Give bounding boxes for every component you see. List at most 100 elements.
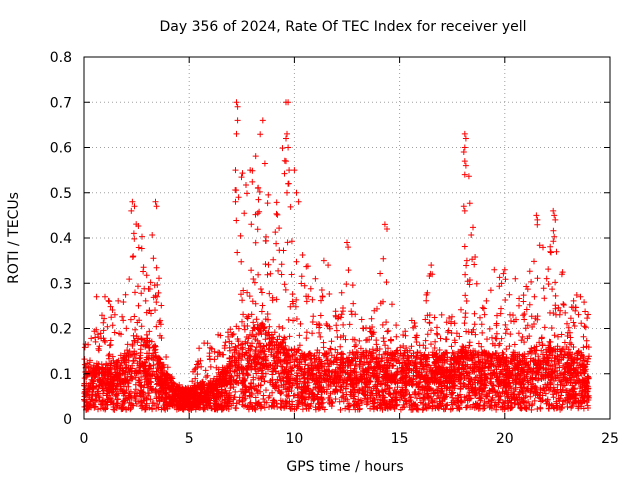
- data-point: [249, 178, 256, 185]
- data-point: [463, 298, 470, 304]
- data-point: [465, 375, 472, 382]
- data-point: [138, 323, 145, 330]
- data-point: [382, 381, 389, 388]
- data-point: [140, 268, 147, 275]
- data-point: [338, 362, 344, 369]
- data-point: [317, 312, 324, 319]
- data-point: [196, 345, 203, 352]
- data-point: [241, 210, 248, 217]
- data-point: [551, 332, 558, 339]
- data-point: [337, 365, 344, 372]
- data-point: [393, 333, 400, 340]
- data-point: [526, 333, 533, 340]
- data-point: [432, 338, 439, 345]
- data-point: [295, 392, 302, 399]
- data-point: [156, 275, 162, 282]
- data-point: [328, 338, 335, 345]
- data-point: [479, 304, 486, 311]
- data-point: [278, 363, 285, 370]
- data-point: [422, 316, 429, 323]
- data-point: [154, 401, 161, 408]
- data-point: [416, 342, 423, 349]
- data-point: [130, 230, 137, 237]
- data-point: [234, 249, 241, 256]
- data-point: [428, 327, 434, 334]
- data-point: [340, 332, 347, 339]
- data-point: [400, 343, 407, 349]
- data-point: [471, 321, 478, 328]
- data-point: [105, 297, 112, 304]
- data-point: [214, 353, 221, 360]
- data-point: [371, 307, 378, 314]
- data-point: [266, 392, 273, 399]
- data-point: [147, 279, 154, 286]
- data-point: [383, 279, 390, 286]
- data-point: [239, 386, 246, 393]
- data-point: [434, 331, 441, 338]
- data-point: [287, 303, 294, 310]
- data-point: [147, 396, 154, 403]
- data-point: [229, 353, 236, 360]
- data-point: [130, 253, 137, 260]
- data-point: [84, 360, 91, 367]
- data-point: [551, 233, 558, 240]
- data-point: [120, 317, 127, 324]
- data-point: [547, 248, 554, 255]
- data-point: [528, 278, 535, 285]
- data-point: [318, 287, 325, 293]
- data-point: [493, 335, 500, 342]
- data-point: [303, 329, 310, 336]
- data-point: [462, 292, 469, 299]
- data-point: [453, 330, 460, 337]
- data-point: [548, 249, 554, 256]
- data-point: [115, 297, 122, 304]
- data-point: [133, 350, 140, 357]
- data-point: [316, 369, 323, 376]
- data-point: [422, 401, 429, 408]
- data-point: [552, 292, 559, 299]
- data-point: [144, 384, 151, 391]
- data-point: [346, 349, 353, 356]
- data-point: [502, 330, 509, 337]
- data-point: [264, 311, 271, 317]
- data-point: [567, 315, 574, 322]
- data-point: [154, 293, 161, 300]
- data-point: [558, 271, 565, 278]
- data-point: [543, 275, 550, 282]
- data-point: [531, 293, 538, 300]
- data-point: [513, 381, 519, 388]
- data-point: [303, 298, 310, 305]
- data-point: [562, 309, 569, 316]
- data-point: [243, 334, 250, 340]
- data-point: [503, 346, 510, 352]
- data-point: [540, 385, 547, 392]
- data-point: [258, 308, 265, 315]
- data-point: [383, 319, 390, 326]
- data-point: [257, 131, 264, 138]
- data-point: [266, 323, 273, 330]
- data-point: [347, 372, 354, 379]
- data-point: [297, 378, 304, 385]
- data-point: [541, 324, 548, 331]
- data-point: [263, 233, 269, 240]
- data-point: [346, 321, 353, 328]
- data-point: [526, 268, 533, 275]
- data-point: [463, 328, 470, 335]
- data-point: [281, 281, 288, 288]
- data-point: [109, 353, 116, 360]
- data-point: [368, 315, 375, 322]
- data-point: [441, 406, 448, 413]
- data-point: [141, 285, 148, 292]
- data-point: [540, 244, 546, 251]
- data-point: [261, 399, 268, 406]
- data-point: [502, 321, 509, 328]
- data-point: [153, 381, 160, 388]
- data-point: [243, 182, 249, 188]
- data-point: [317, 333, 324, 340]
- data-point: [541, 295, 548, 302]
- data-point: [379, 321, 386, 328]
- data-point: [256, 365, 263, 372]
- data-point: [346, 406, 353, 413]
- data-point: [132, 289, 138, 296]
- data-point: [399, 359, 406, 366]
